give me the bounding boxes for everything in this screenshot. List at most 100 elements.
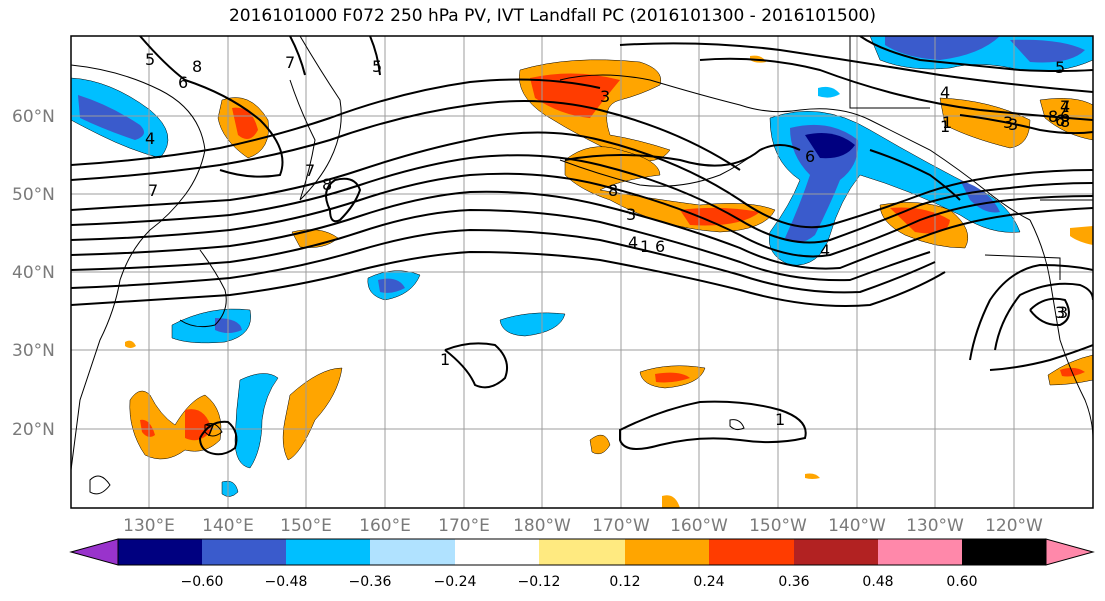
island — [729, 419, 745, 431]
lon-label: 120°W — [985, 516, 1043, 536]
colorbar-tick: 0.48 — [862, 574, 893, 590]
lon-label: 180°W — [513, 516, 571, 536]
colorbar-segment — [286, 539, 370, 565]
shade-region — [960, 180, 1000, 213]
contour-label: 4 — [1060, 97, 1070, 116]
contour — [71, 100, 741, 181]
shade-region — [129, 390, 222, 460]
shade-region — [1039, 98, 1093, 141]
shade-region — [1070, 226, 1093, 245]
shade-region — [140, 419, 155, 437]
contour-label: 7 — [205, 421, 215, 440]
colorbar-segment — [539, 539, 625, 565]
lon-label: 140°E — [202, 516, 254, 536]
colorbar-tick: 0.12 — [609, 574, 640, 590]
lat-labels: 60°N 50°N 40°N 30°N 20°N — [12, 107, 55, 440]
coastlines — [71, 36, 1093, 495]
contour — [969, 263, 1093, 361]
shade-region — [589, 434, 611, 455]
contour — [564, 144, 801, 167]
contour-label: 4 — [628, 233, 638, 252]
contour-label: 4 — [145, 129, 155, 148]
border-line — [984, 254, 1061, 280]
colorbar-tick: −0.48 — [265, 574, 308, 590]
contour — [71, 172, 1093, 258]
contour-label: 3 — [1055, 303, 1065, 322]
colorbar — [69, 538, 1095, 566]
contour — [71, 78, 601, 166]
shade-region — [662, 495, 680, 508]
contour-label: 8 — [1048, 107, 1058, 126]
colorbar-segment — [709, 539, 794, 565]
contour — [619, 400, 807, 450]
lon-labels: 130°E 140°E 150°E 160°E 170°E 180°W 170°… — [123, 516, 1043, 536]
contour — [989, 344, 1093, 371]
contour-label: 8 — [608, 181, 618, 200]
contour — [959, 114, 1093, 135]
contour-label: 3 — [600, 87, 610, 106]
contour-label: 3 — [1058, 303, 1068, 322]
contour-label: 4 — [940, 83, 950, 102]
lon-label: 170°W — [592, 516, 650, 536]
contour-label: 8 — [322, 175, 332, 194]
contour-label: 7 — [148, 181, 158, 200]
contour — [699, 57, 1093, 121]
island — [204, 423, 223, 437]
colorbar-segment — [370, 539, 455, 565]
contour-label: 6 — [1060, 107, 1070, 126]
shade-region — [1010, 39, 1085, 63]
contour-label: 1 — [640, 237, 650, 256]
coastline-namerica — [1029, 219, 1093, 441]
lon-label: 130°W — [906, 516, 964, 536]
contour-labels: 5 6 8 7 5 3 4 7 8 6 3 1 4 7 8 6 5 4 1 1 … — [145, 50, 1070, 440]
contour-label: 3 — [1008, 115, 1018, 134]
colorbar-segment — [202, 539, 286, 565]
contour-label: 4 — [820, 241, 830, 260]
coastline-aleutians — [559, 149, 761, 187]
coastline-kamchatka — [289, 36, 342, 201]
contour-label: 5 — [1055, 58, 1065, 77]
coastline-asia — [71, 64, 206, 471]
colorbar-tick: −0.12 — [518, 574, 561, 590]
lat-label: 60°N — [12, 107, 55, 127]
lon-label: 130°E — [123, 516, 175, 536]
colorbar-segment — [878, 539, 962, 565]
contour-label: 8 — [1060, 112, 1070, 131]
shade-region — [125, 340, 136, 348]
contour — [71, 228, 936, 294]
contour-label: 6 — [805, 147, 815, 166]
contour — [369, 36, 381, 76]
lat-label: 20°N — [12, 420, 55, 440]
contour-label: 6 — [1055, 111, 1065, 130]
colorbar-segment — [962, 539, 1046, 565]
contour — [325, 177, 362, 223]
colorbar-segment — [118, 539, 202, 565]
contour-label: 7 — [285, 53, 295, 72]
contour-label: 1 — [942, 113, 952, 132]
contour — [71, 190, 1093, 270]
shade-region — [655, 372, 690, 383]
lon-label: 150°E — [280, 516, 332, 536]
shade-region — [282, 367, 343, 461]
shade-region — [818, 86, 840, 98]
contour — [71, 250, 946, 307]
contour-label: 3 — [626, 205, 636, 224]
lat-label: 30°N — [12, 341, 55, 361]
contour-label: 7 — [1060, 97, 1070, 116]
shade-region — [805, 473, 820, 479]
contour — [199, 420, 238, 456]
shade-region — [221, 480, 239, 497]
contour-label: 1 — [940, 117, 950, 136]
contour-label: 5 — [145, 50, 155, 69]
colorbar-tick: −0.24 — [434, 574, 477, 590]
pc-shading — [71, 36, 1093, 508]
contour — [71, 154, 1093, 244]
colorbar-segment — [625, 539, 709, 565]
contour — [444, 342, 508, 389]
lon-label: 160°W — [670, 516, 728, 536]
lon-label: 160°E — [359, 516, 411, 536]
contour — [139, 36, 284, 178]
contour — [71, 208, 931, 282]
contour — [859, 36, 1093, 72]
